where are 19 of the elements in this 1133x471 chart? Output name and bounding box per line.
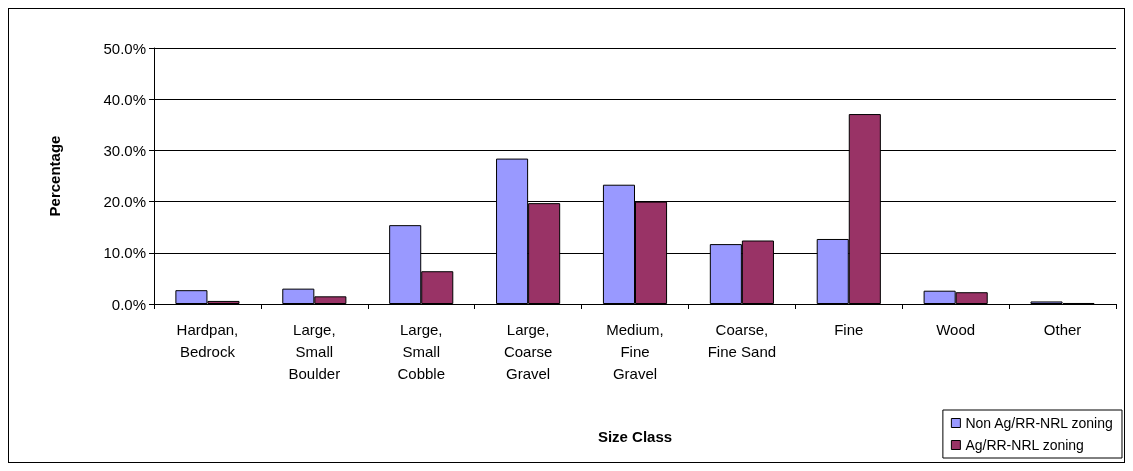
x-tick-label: Large, Small Boulder	[288, 320, 341, 382]
x-tick-label: Coarse, Fine Sand	[707, 320, 777, 360]
y-axis-title: Percentage	[46, 135, 63, 217]
y-tick-label: 0.0%	[111, 295, 146, 313]
x-tick-label: Medium, Fine Gravel	[606, 320, 664, 382]
x-tick-label: Large, Small Cobble	[397, 320, 445, 382]
y-tick-label: 10.0%	[103, 244, 146, 262]
legend-label: Ag/RR-NRL zoning	[965, 437, 1084, 453]
legend-label: Non Ag/RR-NRL zoning	[965, 415, 1113, 431]
y-tick-label: 40.0%	[103, 90, 146, 108]
x-tick-label: Large, Coarse Gravel	[503, 320, 553, 382]
y-tick-label: 30.0%	[103, 141, 146, 159]
y-tick-label: 50.0%	[103, 39, 146, 57]
x-tick-label: Other	[1043, 320, 1082, 338]
x-tick-label: Wood	[936, 320, 976, 338]
x-tick-label: Hardpan, Bedrock	[176, 320, 239, 360]
x-tick-label: Fine	[834, 320, 864, 338]
x-axis-title: Size Class	[597, 428, 673, 445]
y-tick-label: 20.0%	[103, 193, 146, 211]
